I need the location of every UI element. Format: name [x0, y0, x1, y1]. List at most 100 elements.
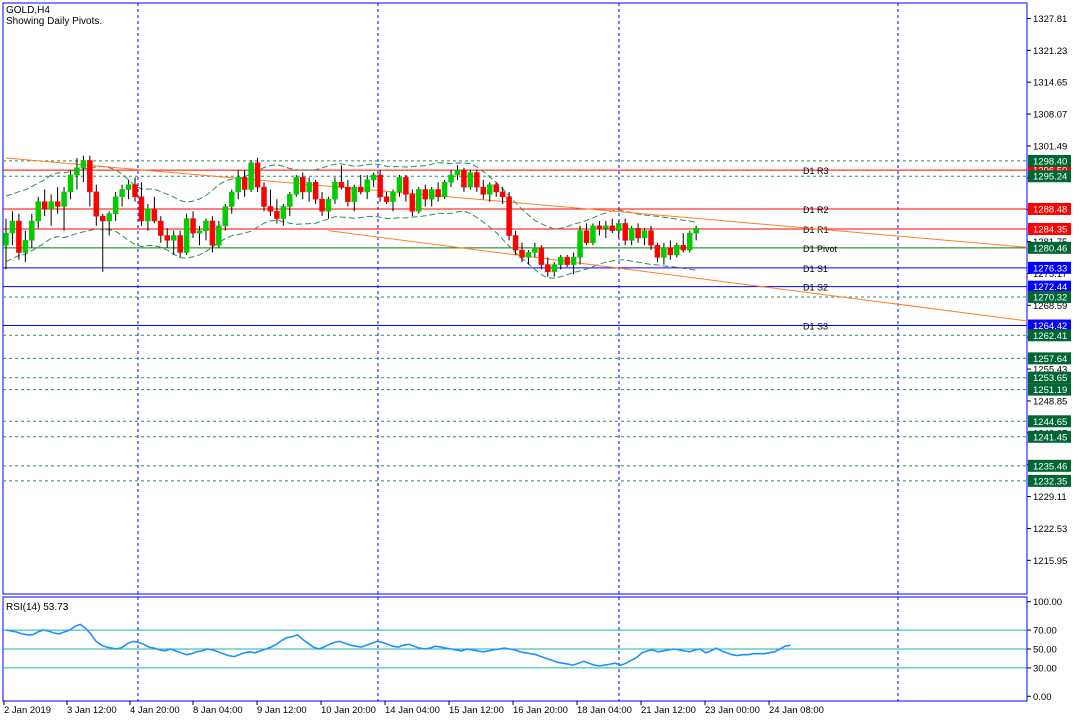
trendline	[5, 157, 1042, 250]
candle-bear	[261, 186, 267, 207]
candle-bull	[183, 218, 190, 253]
level-price-tag-label: 1251.19	[1033, 385, 1067, 396]
candle-bear	[461, 169, 467, 188]
candle-bull	[628, 228, 635, 241]
price-pane-frame	[2, 2, 1028, 595]
candle-bull	[686, 232, 693, 251]
level-price-tag	[1028, 415, 1071, 428]
candle-bull	[364, 179, 370, 193]
level-price-tag	[1028, 383, 1071, 396]
level-price-tag	[1028, 154, 1071, 167]
level-price-tag-label: 1235.46	[1033, 461, 1067, 472]
candle-bull	[3, 232, 9, 246]
pivot-price-tag	[1028, 319, 1071, 332]
pivot-label: D1 S1	[803, 264, 828, 274]
candle-bear	[409, 194, 416, 212]
candle-bull	[325, 198, 332, 212]
candle-bear	[274, 211, 280, 219]
trendline	[328, 230, 1042, 324]
candle-bull	[287, 194, 293, 207]
candle-bear	[312, 181, 319, 200]
candle-bull	[196, 230, 203, 234]
candle-bear	[422, 189, 428, 200]
candle-bear	[241, 177, 248, 190]
level-price-tag-label: 1257.64	[1033, 354, 1067, 365]
pivot-price-tag-label: 1284.35	[1033, 224, 1067, 235]
pivot-label: D1 R3	[803, 166, 829, 176]
candle-bear	[338, 181, 345, 188]
candle-bear	[164, 235, 170, 241]
candle-bull	[306, 181, 312, 193]
candle-bull	[293, 177, 299, 195]
candle-bull	[570, 257, 577, 265]
candle-bull	[170, 235, 177, 241]
candle-bear	[54, 201, 61, 207]
candle-bear	[499, 191, 506, 198]
pivot-price-tag-label: 1276.33	[1033, 263, 1067, 274]
candle-bull	[467, 172, 474, 188]
candle-bear	[480, 186, 487, 195]
candle-bear	[519, 249, 525, 258]
time-tick-label: 8 Jan 04:00	[193, 705, 243, 716]
candle-bear	[435, 189, 441, 198]
price-tick-label: 1248.85	[1033, 396, 1067, 407]
candle-bull	[616, 223, 622, 231]
time-tick-label: 16 Jan 20:00	[513, 705, 568, 716]
price-tick-label: 1327.81	[1033, 14, 1067, 25]
envelope-band	[5, 162, 697, 230]
time-tick-label: 24 Jan 08:00	[769, 705, 824, 716]
candle-bull	[370, 174, 377, 181]
candle-bull	[80, 160, 87, 168]
level-price-tag	[1028, 352, 1071, 365]
candle-bull	[332, 181, 338, 200]
candle-bull	[641, 230, 648, 239]
pivot-price-tag-label: 1264.42	[1033, 321, 1067, 332]
candle-bull	[416, 189, 422, 212]
rsi-tick-label: 30.00	[1033, 663, 1057, 674]
level-price-tag	[1028, 170, 1071, 183]
candle-bear	[190, 218, 196, 234]
time-tick-label: 18 Jan 04:00	[577, 705, 632, 716]
candle-bull	[577, 230, 583, 258]
candle-bull	[61, 191, 67, 207]
pivot-price-tag-label: 1272.44	[1033, 282, 1067, 293]
candle-bull	[525, 252, 532, 258]
level-price-tag-label: 1244.65	[1033, 417, 1067, 428]
candle-bear	[254, 162, 261, 188]
pivot-label: D1 S2	[803, 283, 828, 293]
price-tick-label: 1308.07	[1033, 110, 1067, 121]
level-price-tag-label: 1241.45	[1033, 432, 1067, 443]
candle-bull	[125, 184, 132, 190]
candle-bull	[29, 220, 35, 241]
price-tick-label: 1268.59	[1033, 301, 1067, 312]
candle-bull	[235, 177, 241, 193]
level-price-tag-label: 1253.65	[1033, 373, 1067, 384]
candle-bull	[661, 247, 667, 258]
candle-bull	[693, 228, 699, 234]
candle-bull	[9, 220, 16, 234]
candle-bull	[112, 196, 119, 214]
candle-bear	[583, 230, 590, 244]
pivot-price-tag	[1028, 202, 1071, 215]
candle-bull	[35, 201, 41, 222]
candle-bear	[654, 244, 661, 258]
candle-bull	[203, 220, 209, 231]
candle-bull	[603, 225, 609, 229]
candle-bull	[119, 189, 125, 198]
candle-bear	[403, 177, 409, 195]
pivot-price-tag	[1028, 280, 1071, 293]
price-pane: D1 R3 D1 R2 D1 R1 D1 Pivot D1 S1 D1 S2 D1 S3 13…	[2, 2, 1071, 595]
pivot-label: D1 S3	[803, 322, 828, 332]
candle-bull	[448, 174, 454, 183]
candle-bear	[177, 235, 183, 253]
price-tick-label: 1321.23	[1033, 46, 1067, 57]
pivot-price-tag-label: 1280.46	[1033, 243, 1067, 254]
rsi-tick-label: 50.00	[1033, 645, 1057, 656]
rsi-pane: 100.00 70.00 50.00 30.00 0.00	[2, 596, 1062, 703]
price-tick-label: 1222.53	[1033, 524, 1067, 535]
rsi-line	[5, 623, 791, 667]
candle-bear	[138, 196, 145, 222]
candle-bull	[557, 257, 564, 265]
candle-bear	[596, 225, 603, 229]
